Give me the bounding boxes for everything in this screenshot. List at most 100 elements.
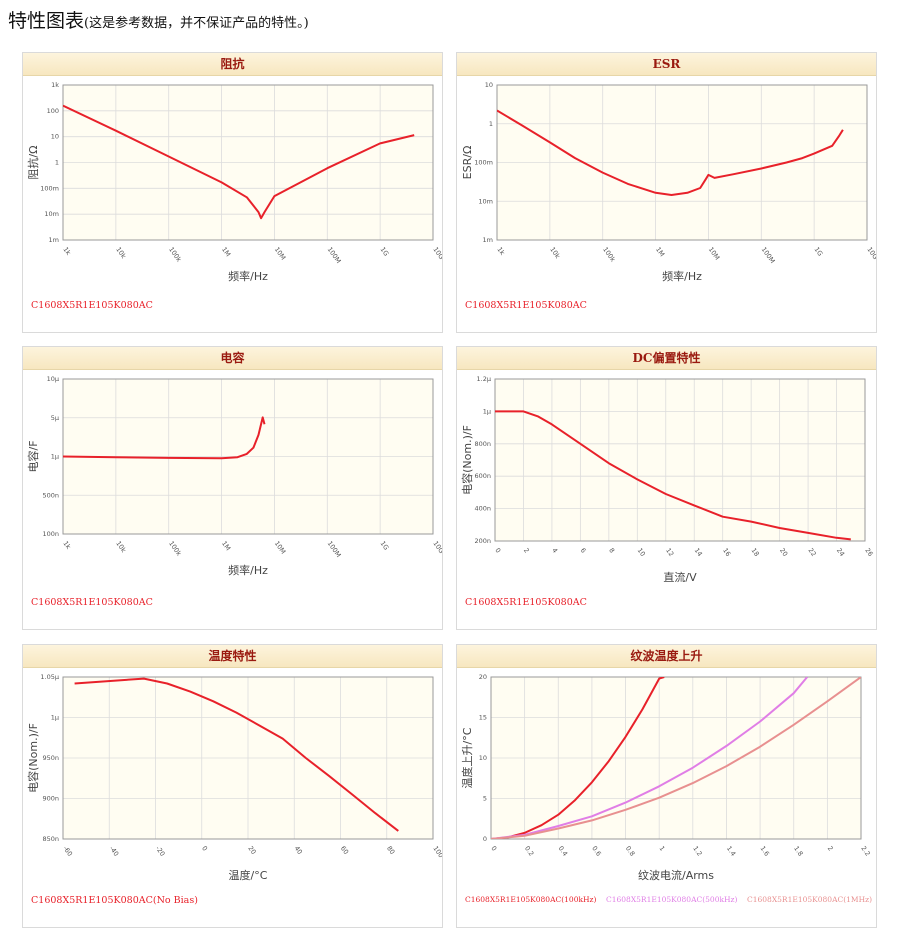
y-tick-label: 1.05μ (40, 673, 59, 681)
x-axis-label: 纹波电流/Arms (638, 868, 714, 882)
x-tick-label: -40 (108, 845, 121, 858)
x-tick-label: 12 (664, 547, 675, 558)
y-tick-label: 950n (42, 754, 59, 762)
x-tick-label: 100M (326, 246, 343, 265)
series-line-0 (63, 104, 415, 220)
x-tick-label: 10M (273, 246, 288, 262)
x-tick-label: 22 (806, 547, 817, 558)
y-tick-label: 10m (478, 197, 493, 205)
y-tick-label: 1 (489, 120, 493, 128)
x-tick-label: 0.6 (590, 845, 602, 858)
y-tick-label: 10m (44, 210, 59, 218)
x-tick-label: 16 (721, 547, 732, 558)
y-tick-label: 600n (474, 472, 491, 480)
plot-border (496, 84, 868, 241)
x-tick-label: 1.8 (792, 845, 804, 858)
y-tick-label: 15 (479, 714, 487, 722)
x-axis-label: 频率/Hz (228, 563, 268, 577)
chart-svg: 0 0.2 0.4 0.6 0.8 1 1.2 1.4 1.6 1.8 2 2.2 20 15 10 5 0 纹波… (460, 673, 872, 882)
chart-title: ESR (457, 53, 876, 76)
y-tick-label: 10μ (47, 375, 59, 383)
x-tick-label: 100M (326, 540, 343, 559)
x-axis-label: 频率/Hz (228, 269, 268, 283)
legend-entry: C1608X5R1E105K080AC (31, 597, 153, 608)
chart-panel-esr: ESR 1k 10k 100k 1M 10M 100M 1G 10G 10 1 100m 10m 1m 频率… (456, 52, 877, 333)
x-tick-label: -60 (61, 845, 74, 858)
y-tick-label: 1μ (483, 407, 491, 415)
x-tick-label: 10M (707, 246, 722, 262)
chart-title: 温度特性 (23, 645, 442, 668)
y-tick-label: 1μ (51, 714, 59, 722)
x-tick-label: 1M (220, 540, 232, 553)
x-tick-label: 10k (114, 540, 128, 555)
x-tick-label: 14 (693, 547, 704, 558)
x-tick-label: 0.8 (624, 845, 636, 858)
y-tick-label: 1 (55, 159, 59, 167)
x-tick-label: 1.6 (758, 845, 770, 858)
series-line-0 (497, 109, 844, 196)
chart-svg: 1k 10k 100k 1M 10M 100M 1G 10G 1k 100 10 1 100m 10m 1m… (26, 81, 442, 283)
y-tick-label: 500n (42, 491, 59, 499)
x-tick-label: 10 (636, 547, 647, 558)
y-tick-label: 1k (51, 81, 59, 89)
x-tick-label: 10G (431, 540, 442, 555)
y-tick-label: 800n (474, 440, 491, 448)
x-tick-label: 100k (167, 540, 183, 558)
x-tick-label: 1G (379, 246, 391, 258)
legend-entry: C1608X5R1E105K080AC(No Bias) (31, 895, 198, 906)
plot-border (494, 378, 866, 542)
y-tick-label: 0 (483, 835, 487, 843)
plot-area (494, 378, 866, 542)
x-tick-label: 10G (431, 246, 442, 261)
legend-entry: C1608X5R1E105K080AC(500kHz) (606, 895, 738, 904)
y-tick-label: 20 (479, 673, 487, 681)
chart-svg: 1k 10k 100k 1M 10M 100M 1G 10G 10μ 5μ 1μ 500n 100n 频率… (26, 375, 442, 577)
x-axis-label: 直流/V (663, 570, 697, 584)
x-tick-label: 0.2 (523, 845, 535, 858)
y-tick-label: 10 (485, 81, 493, 89)
chart-title: 电容 (23, 347, 442, 370)
x-tick-label: 0 (493, 547, 502, 555)
legend-entry: C1608X5R1E105K080AC (465, 300, 587, 311)
y-tick-label: 900n (42, 795, 59, 803)
x-tick-label: 24 (835, 547, 846, 558)
x-tick-label: 20 (778, 547, 789, 558)
y-axis-label: 温度上升/°C (460, 727, 474, 788)
y-tick-label: 1.2μ (477, 375, 491, 383)
x-axis-label: 温度/°C (229, 868, 268, 882)
x-axis-label: 频率/Hz (662, 269, 702, 283)
y-tick-label: 100n (42, 530, 59, 538)
legend-entry: C1608X5R1E105K080AC (465, 597, 587, 608)
x-tick-label: 100k (167, 246, 183, 264)
series-line-0 (495, 410, 851, 541)
y-tick-label: 1μ (51, 453, 59, 461)
x-tick-label: 2 (522, 547, 531, 555)
x-tick-label: 1.2 (691, 845, 703, 858)
legend-entry: C1608X5R1E105K080AC(100kHz) (465, 895, 597, 904)
x-tick-label: 1k (61, 246, 72, 257)
page-title-subtitle: (这是参考数据，并不保证产品的特性。) (84, 16, 309, 31)
chart-svg: 0 2 4 6 8 10 12 14 16 18 20 22 24 261.2μ1μ800n600n400… (460, 375, 875, 584)
x-tick-label: 20 (246, 845, 257, 856)
x-tick-label: 1 (658, 845, 667, 853)
chart-title: 纹波温度上升 (457, 645, 876, 668)
page-title: 特性图表(这是参考数据，并不保证产品的特性。) (8, 6, 309, 33)
y-axis-label: ESR/Ω (461, 146, 474, 180)
y-tick-label: 1m (49, 236, 59, 244)
legend-entry: C1608X5R1E105K080AC(1MHz) (747, 895, 873, 904)
x-tick-label: 1G (813, 246, 825, 258)
x-tick-label: 4 (550, 547, 559, 555)
x-tick-label: 8 (607, 547, 616, 555)
series-line-0 (63, 416, 266, 460)
x-tick-label: 18 (750, 547, 761, 558)
chart-panel-dcbias: DC偏置特性 0 2 4 6 8 10 12 14 16 18 20 22 24 26 1.2μ 1μ 800n 6… (456, 346, 877, 630)
x-tick-label: 0 (200, 845, 209, 853)
y-tick-label: 5μ (51, 414, 59, 422)
x-tick-label: 10G (865, 246, 876, 261)
x-tick-label: 80 (385, 845, 396, 856)
y-axis-label: 电容/F (26, 440, 40, 472)
y-tick-label: 850n (42, 835, 59, 843)
x-tick-label: 10k (548, 246, 562, 261)
plot-border (490, 676, 862, 840)
x-tick-label: 0 (489, 845, 498, 853)
